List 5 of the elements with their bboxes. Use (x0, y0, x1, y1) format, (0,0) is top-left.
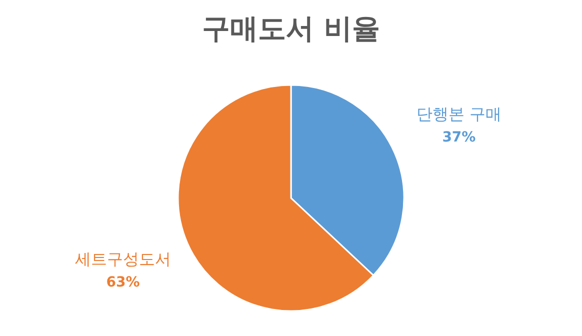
data-label: 63% (106, 274, 140, 291)
data-label: 37% (442, 129, 476, 146)
slice-label: 세트구성도서 (75, 250, 172, 269)
chart-title: 구매도서 비율 (202, 12, 380, 45)
slice-label: 단행본 구매 (416, 104, 502, 124)
